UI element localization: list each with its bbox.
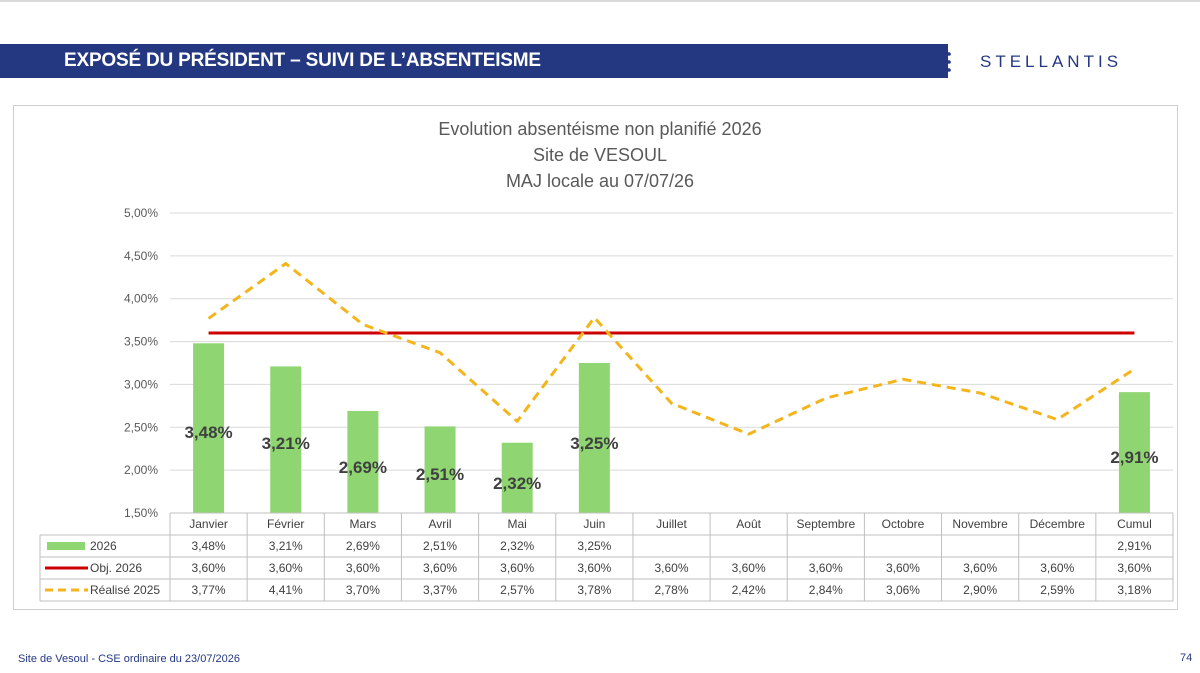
chart-title: Evolution absentéisme non planifié 2026 — [438, 119, 762, 139]
legend-key-2026 — [47, 542, 85, 550]
x-tick-label: Janvier — [189, 517, 228, 531]
x-tick-label: Février — [267, 517, 304, 531]
x-tick-label: Décembre — [1030, 517, 1086, 531]
table-cell: 3,21% — [269, 539, 303, 553]
y-tick-label: 4,50% — [124, 249, 158, 263]
legend-label: Réalisé 2025 — [90, 583, 160, 597]
table-cell: 3,25% — [577, 539, 611, 553]
bar — [1118, 392, 1150, 513]
y-tick-label: 1,50% — [124, 506, 158, 520]
table-cell: 4,41% — [269, 583, 303, 597]
x-tick-label: Cumul — [1117, 517, 1152, 531]
table-cell: 3,18% — [1117, 583, 1151, 597]
table-cell: 3,60% — [809, 561, 843, 575]
table-cell: 3,60% — [732, 561, 766, 575]
table-cell: 2,90% — [963, 583, 997, 597]
x-tick-label: Novembre — [952, 517, 1008, 531]
table-cell: 3,60% — [269, 561, 303, 575]
bar-data-label: 2,32% — [493, 474, 541, 493]
table-cell: 2,78% — [654, 583, 688, 597]
chart-subtitle-update: MAJ locale au 07/07/26 — [505, 171, 695, 191]
table-cell: 3,48% — [192, 539, 226, 553]
bar — [347, 411, 379, 513]
table-cell: 2,32% — [500, 539, 534, 553]
y-tick-label: 5,00% — [124, 206, 158, 220]
table-cell: 2,57% — [500, 583, 534, 597]
table-cell: 3,60% — [577, 561, 611, 575]
table-cell: 3,60% — [192, 561, 226, 575]
table-cell: 3,70% — [346, 583, 380, 597]
y-tick-label: 3,50% — [124, 335, 158, 349]
bar — [424, 426, 456, 513]
y-tick-label: 2,50% — [124, 420, 158, 434]
bar-data-label: 3,48% — [184, 423, 232, 442]
bar-data-label: 3,25% — [570, 434, 618, 453]
table-cell: 2,69% — [346, 539, 380, 553]
table-cell: 3,60% — [1117, 561, 1151, 575]
chart-subtitle: Site de VESOUL — [532, 145, 668, 165]
table-cell: 3,78% — [577, 583, 611, 597]
x-tick-label: Juillet — [656, 517, 687, 531]
top-rule — [0, 0, 1200, 2]
y-tick-label: 2,00% — [124, 463, 158, 477]
table-cell: 2,91% — [1117, 539, 1151, 553]
table-cell: 3,60% — [346, 561, 380, 575]
dots-decoration-icon — [942, 48, 951, 76]
bar-data-label: 2,69% — [339, 458, 387, 477]
legend-label: Obj. 2026 — [90, 561, 142, 575]
table-cell: 3,60% — [423, 561, 457, 575]
table-cell: 2,84% — [809, 583, 843, 597]
x-tick-label: Août — [736, 517, 761, 531]
page-title: EXPOSÉ DU PRÉSIDENT – SUIVI DE L’ABSENTE… — [64, 50, 541, 71]
bar — [270, 366, 302, 513]
legend-label: 2026 — [90, 539, 117, 553]
table-cell: 2,51% — [423, 539, 457, 553]
x-tick-label: Mars — [350, 517, 377, 531]
table-cell: 3,06% — [886, 583, 920, 597]
table-cell: 3,60% — [1040, 561, 1074, 575]
bar-data-label: 3,21% — [262, 434, 310, 453]
x-tick-label: Juin — [583, 517, 605, 531]
x-tick-label: Septembre — [796, 517, 855, 531]
footer-text: Site de Vesoul - CSE ordinaire du 23/07/… — [18, 653, 240, 665]
table-cell: 3,60% — [500, 561, 534, 575]
bar — [193, 343, 225, 513]
table-cell: 3,77% — [192, 583, 226, 597]
bar — [578, 363, 610, 513]
stellantis-logo: STELLANTIS — [980, 52, 1123, 71]
x-tick-label: Mai — [508, 517, 527, 531]
bar-data-label: 2,91% — [1110, 448, 1158, 467]
series-line-realise-2025 — [207, 262, 1136, 436]
x-tick-label: Octobre — [882, 517, 925, 531]
table-cell: 3,37% — [423, 583, 457, 597]
page-number: 74 — [1180, 652, 1193, 664]
table-cell: 3,60% — [654, 561, 688, 575]
table-cell: 2,42% — [732, 583, 766, 597]
y-tick-label: 4,00% — [124, 292, 158, 306]
table-cell: 3,60% — [886, 561, 920, 575]
x-tick-label: Avril — [428, 517, 451, 531]
bar-data-label: 2,51% — [416, 465, 464, 484]
bar — [501, 442, 533, 513]
table-cell: 3,60% — [963, 561, 997, 575]
header-band — [0, 44, 948, 78]
table-cell: 2,59% — [1040, 583, 1074, 597]
y-tick-label: 3,00% — [124, 377, 158, 391]
